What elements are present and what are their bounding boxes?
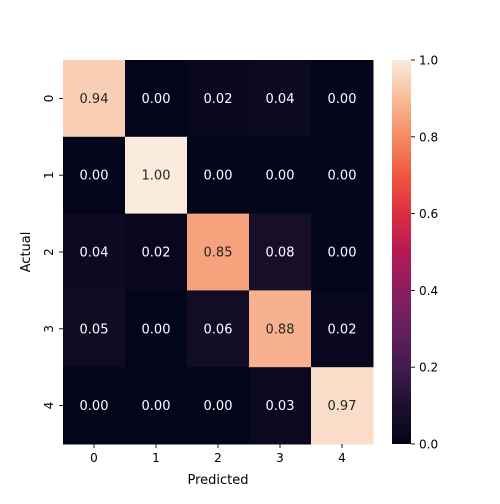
cell-value-label: 0.00 [204,399,233,414]
cell-value-label: 0.04 [80,246,109,261]
cell-value-label: 0.02 [142,246,171,261]
cell-value-label: 0.00 [142,399,171,414]
heatmap-cell [187,213,250,291]
colorbar-tick-label: 0.0 [419,438,438,452]
heatmap-cell [249,367,312,445]
y-tick-label: 3 [42,325,56,333]
heatmap-cell [311,136,374,215]
y-axis-label: Actual [19,232,34,273]
cell-value-label: 0.00 [266,169,295,184]
cell-value-label: 0.00 [142,322,171,337]
heatmap-cell [125,290,188,368]
x-tick-label: 4 [338,451,346,465]
heatmap-cell [125,60,188,138]
colorbar-tick-label: 1.0 [419,54,438,68]
heatmap-cell [125,213,188,291]
cell-value-label: 0.00 [204,169,233,184]
cell-value-label: 0.00 [328,92,357,107]
heatmap-cell [187,60,250,138]
heatmap-cell [249,213,312,291]
cell-value-label: 0.97 [328,399,357,414]
heatmap-cell [311,290,374,368]
heatmap-cell [249,136,312,215]
cell-value-label: 0.03 [266,399,295,414]
y-tick-label: 0 [42,95,56,103]
x-tick-label: 0 [90,451,98,465]
heatmap-cell [187,136,250,215]
heatmap-cell [63,136,126,215]
heatmap-cells: 0.94 0.00 0.02 0.04 0.00 0.00 1.00 0.00 0.00 0.00… [63,60,374,445]
cell-value-label: 0.02 [204,92,233,107]
colorbar: 0.0 0.2 0.4 0.6 0.8 1.0 [392,54,438,452]
cell-value-label: 0.85 [204,246,233,261]
cell-value-label: 0.94 [80,92,109,107]
axes: Predicted Actual 0 1 2 3 4 0 1 2 3 4 [19,95,346,488]
cell-value-label: 0.00 [328,246,357,261]
cell-value-label: 0.00 [328,169,357,184]
cell-value-label: 1.00 [142,169,171,184]
heatmap-cell [249,60,312,138]
heatmap-cell [63,367,126,445]
heatmap-cell [125,367,188,445]
heatmap-cell [63,213,126,291]
heatmap-cell [63,290,126,368]
heatmap-cell [311,60,374,138]
y-tick-label: 4 [42,402,56,410]
heatmap-cell [311,367,374,445]
heatmap-cell [63,60,126,138]
cell-value-label: 0.06 [204,322,233,337]
colorbar-tick-label: 0.2 [419,361,438,375]
heatmap-cell [187,290,250,368]
colorbar-tick-label: 0.6 [419,207,438,221]
colorbar-gradient [392,60,411,444]
cell-value-label: 0.00 [142,92,171,107]
x-tick-label: 2 [214,451,222,465]
cell-value-label: 0.04 [266,92,295,107]
cell-value-label: 0.88 [266,322,295,337]
cell-value-label: 0.08 [266,246,295,261]
heatmap-cell [249,290,312,368]
cell-value-label: 0.00 [80,399,109,414]
cell-value-label: 0.00 [80,169,109,184]
heatmap-cell [187,367,250,445]
heatmap-cell [125,136,188,215]
x-axis-label: Predicted [187,473,248,488]
x-tick-label: 3 [276,451,284,465]
colorbar-tick-label: 0.8 [419,130,438,144]
x-tick-label: 1 [152,451,160,465]
heatmap-cell [311,213,374,291]
colorbar-tick-label: 0.4 [419,284,438,298]
y-tick-label: 2 [42,248,56,256]
cell-value-label: 0.05 [80,322,109,337]
y-tick-label: 1 [42,171,56,179]
cell-value-label: 0.02 [328,322,357,337]
